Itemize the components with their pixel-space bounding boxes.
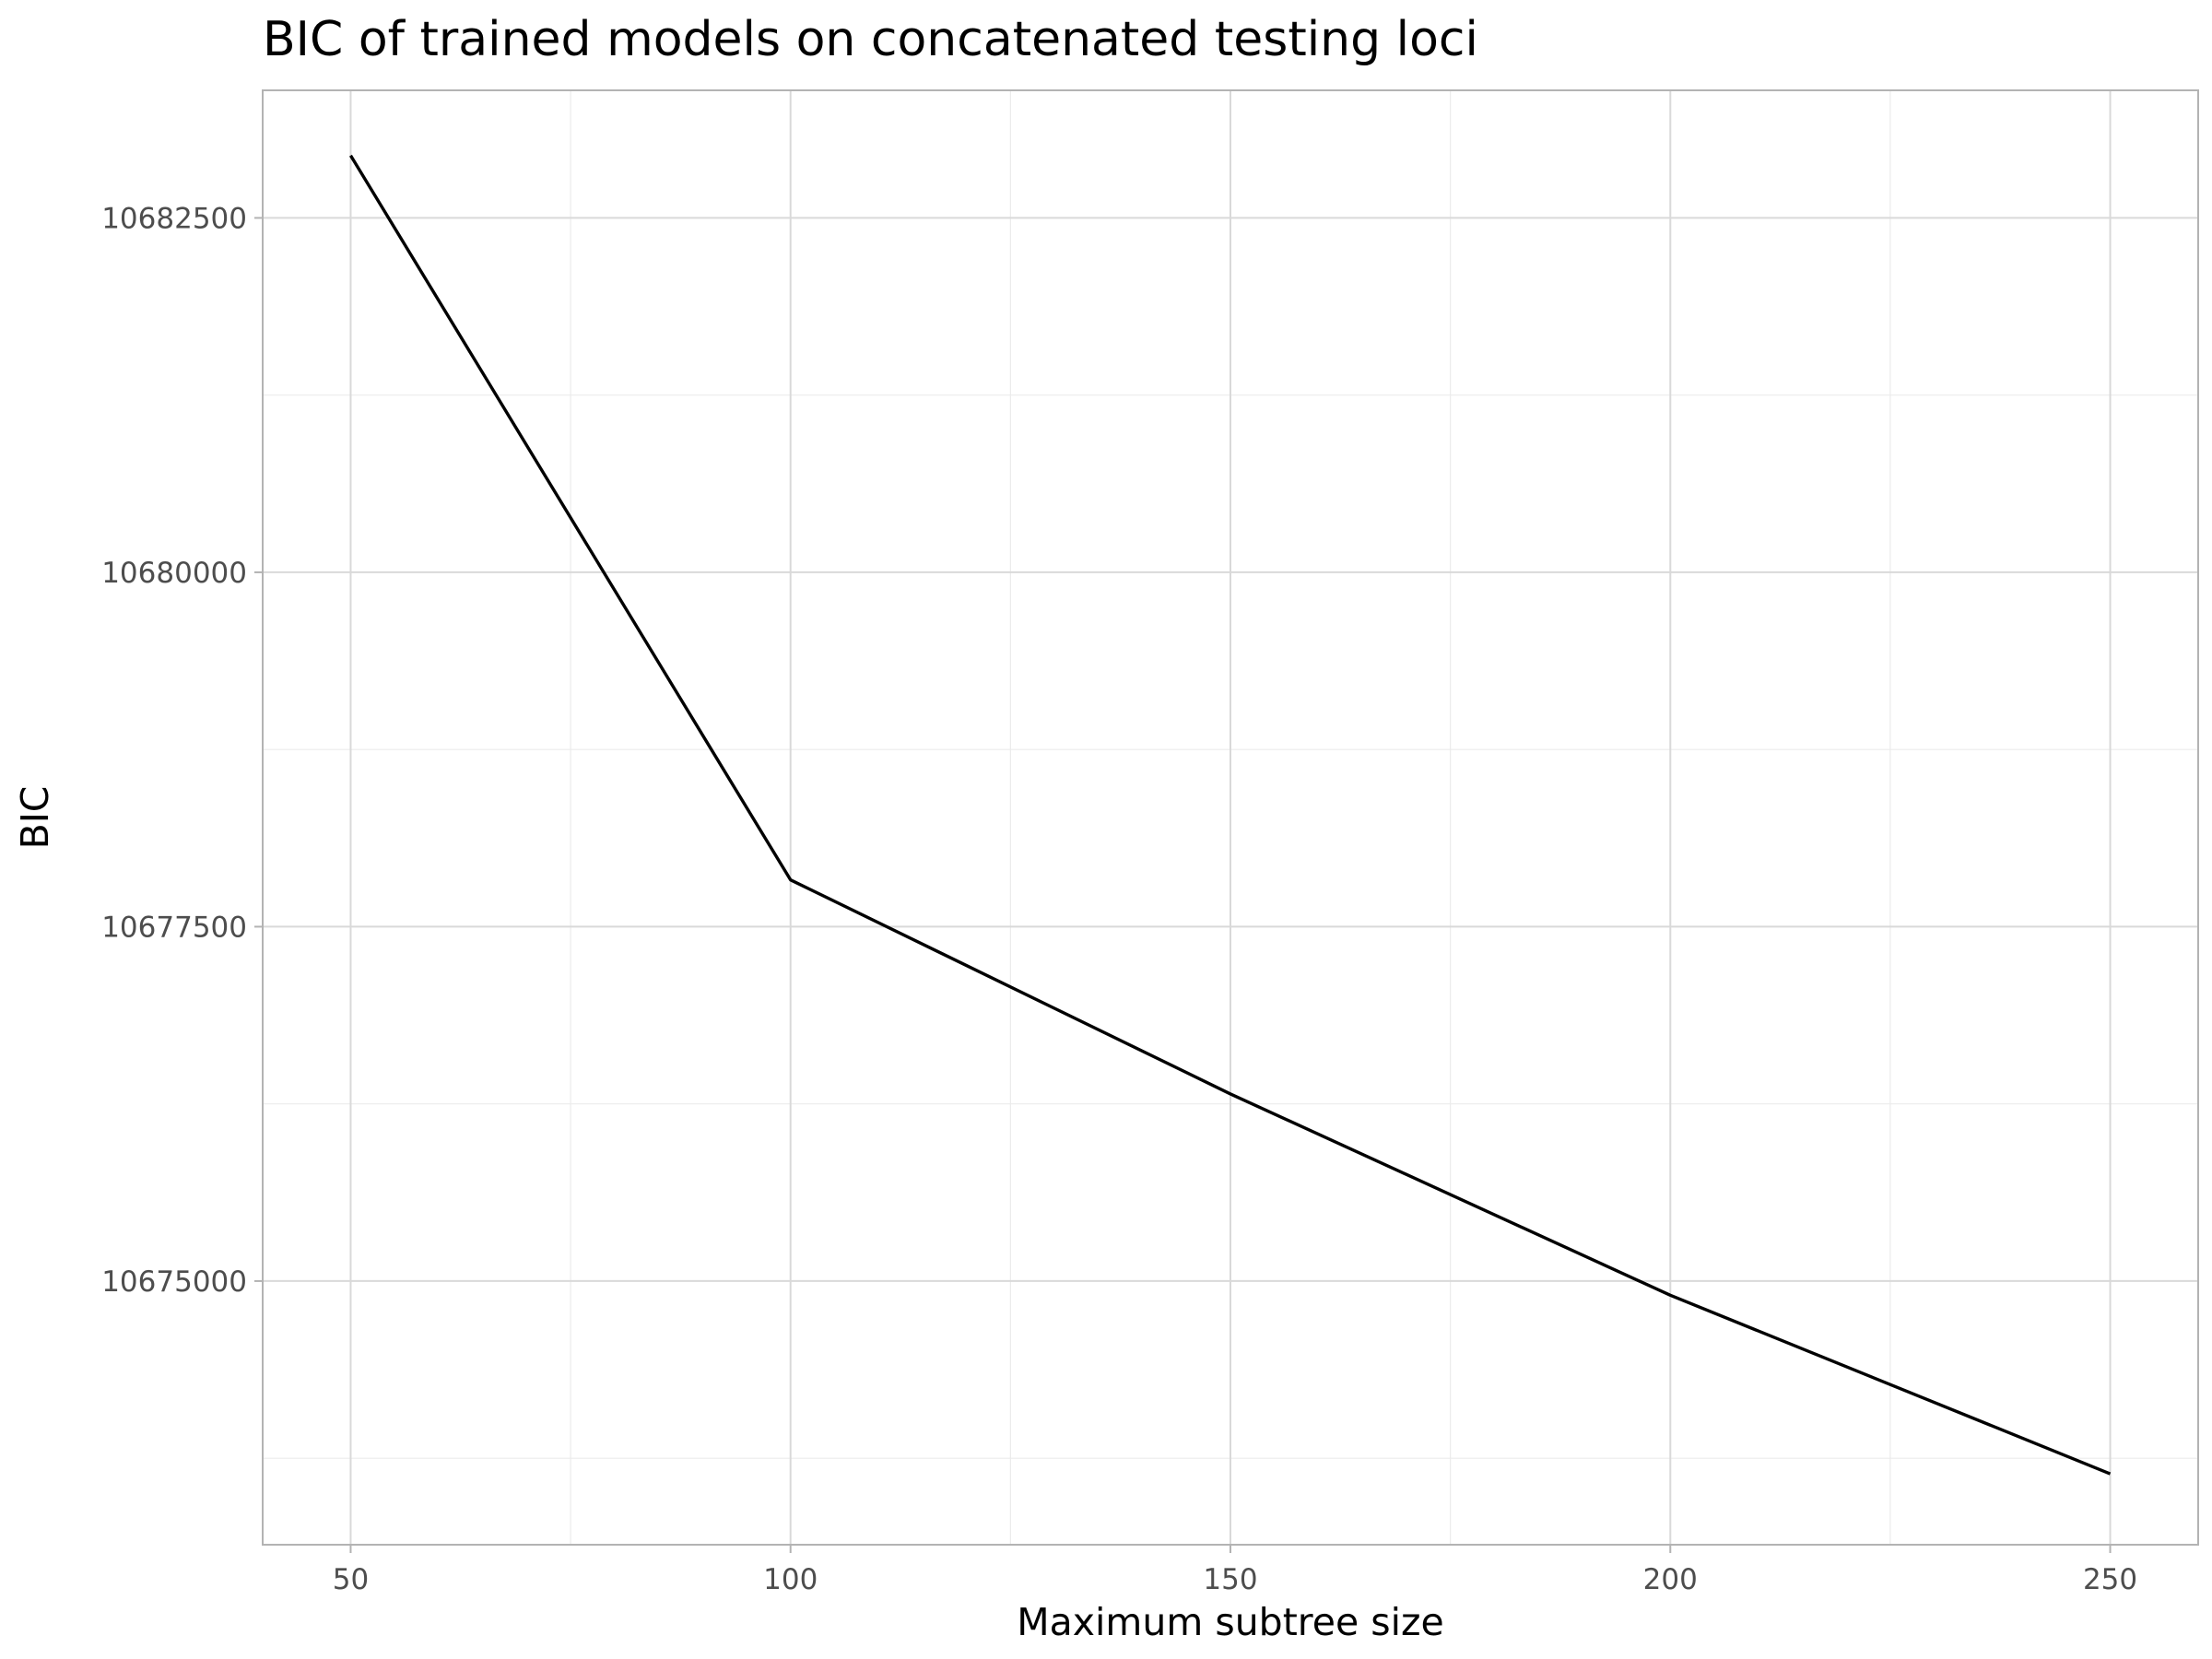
chart-title: BIC of trained models on concatenated te… (263, 12, 1478, 67)
series-group (349, 154, 2112, 1476)
x-tick-label: 150 (1203, 1563, 1257, 1596)
y-tick-label: 10680000 (101, 557, 247, 590)
x-tick-label: 250 (2083, 1563, 2137, 1596)
x-tick-label: 50 (333, 1563, 369, 1596)
y-tick-label: 10682500 (101, 202, 247, 235)
y-tick-label: 10675000 (101, 1265, 247, 1299)
y-axis-title: BIC (13, 786, 57, 850)
x-tick-label: 200 (1643, 1563, 1698, 1596)
y-tick-label: 10677500 (101, 911, 247, 944)
x-tick-label: 100 (763, 1563, 818, 1596)
x-axis-title: Maximum subtree size (1017, 1600, 1443, 1644)
bic-series-line (349, 154, 2112, 1476)
axis-ticks: 50 100 150 200 250 10675000 10677500 10680000 10… (101, 202, 2137, 1596)
grid-lines (263, 90, 2198, 1545)
